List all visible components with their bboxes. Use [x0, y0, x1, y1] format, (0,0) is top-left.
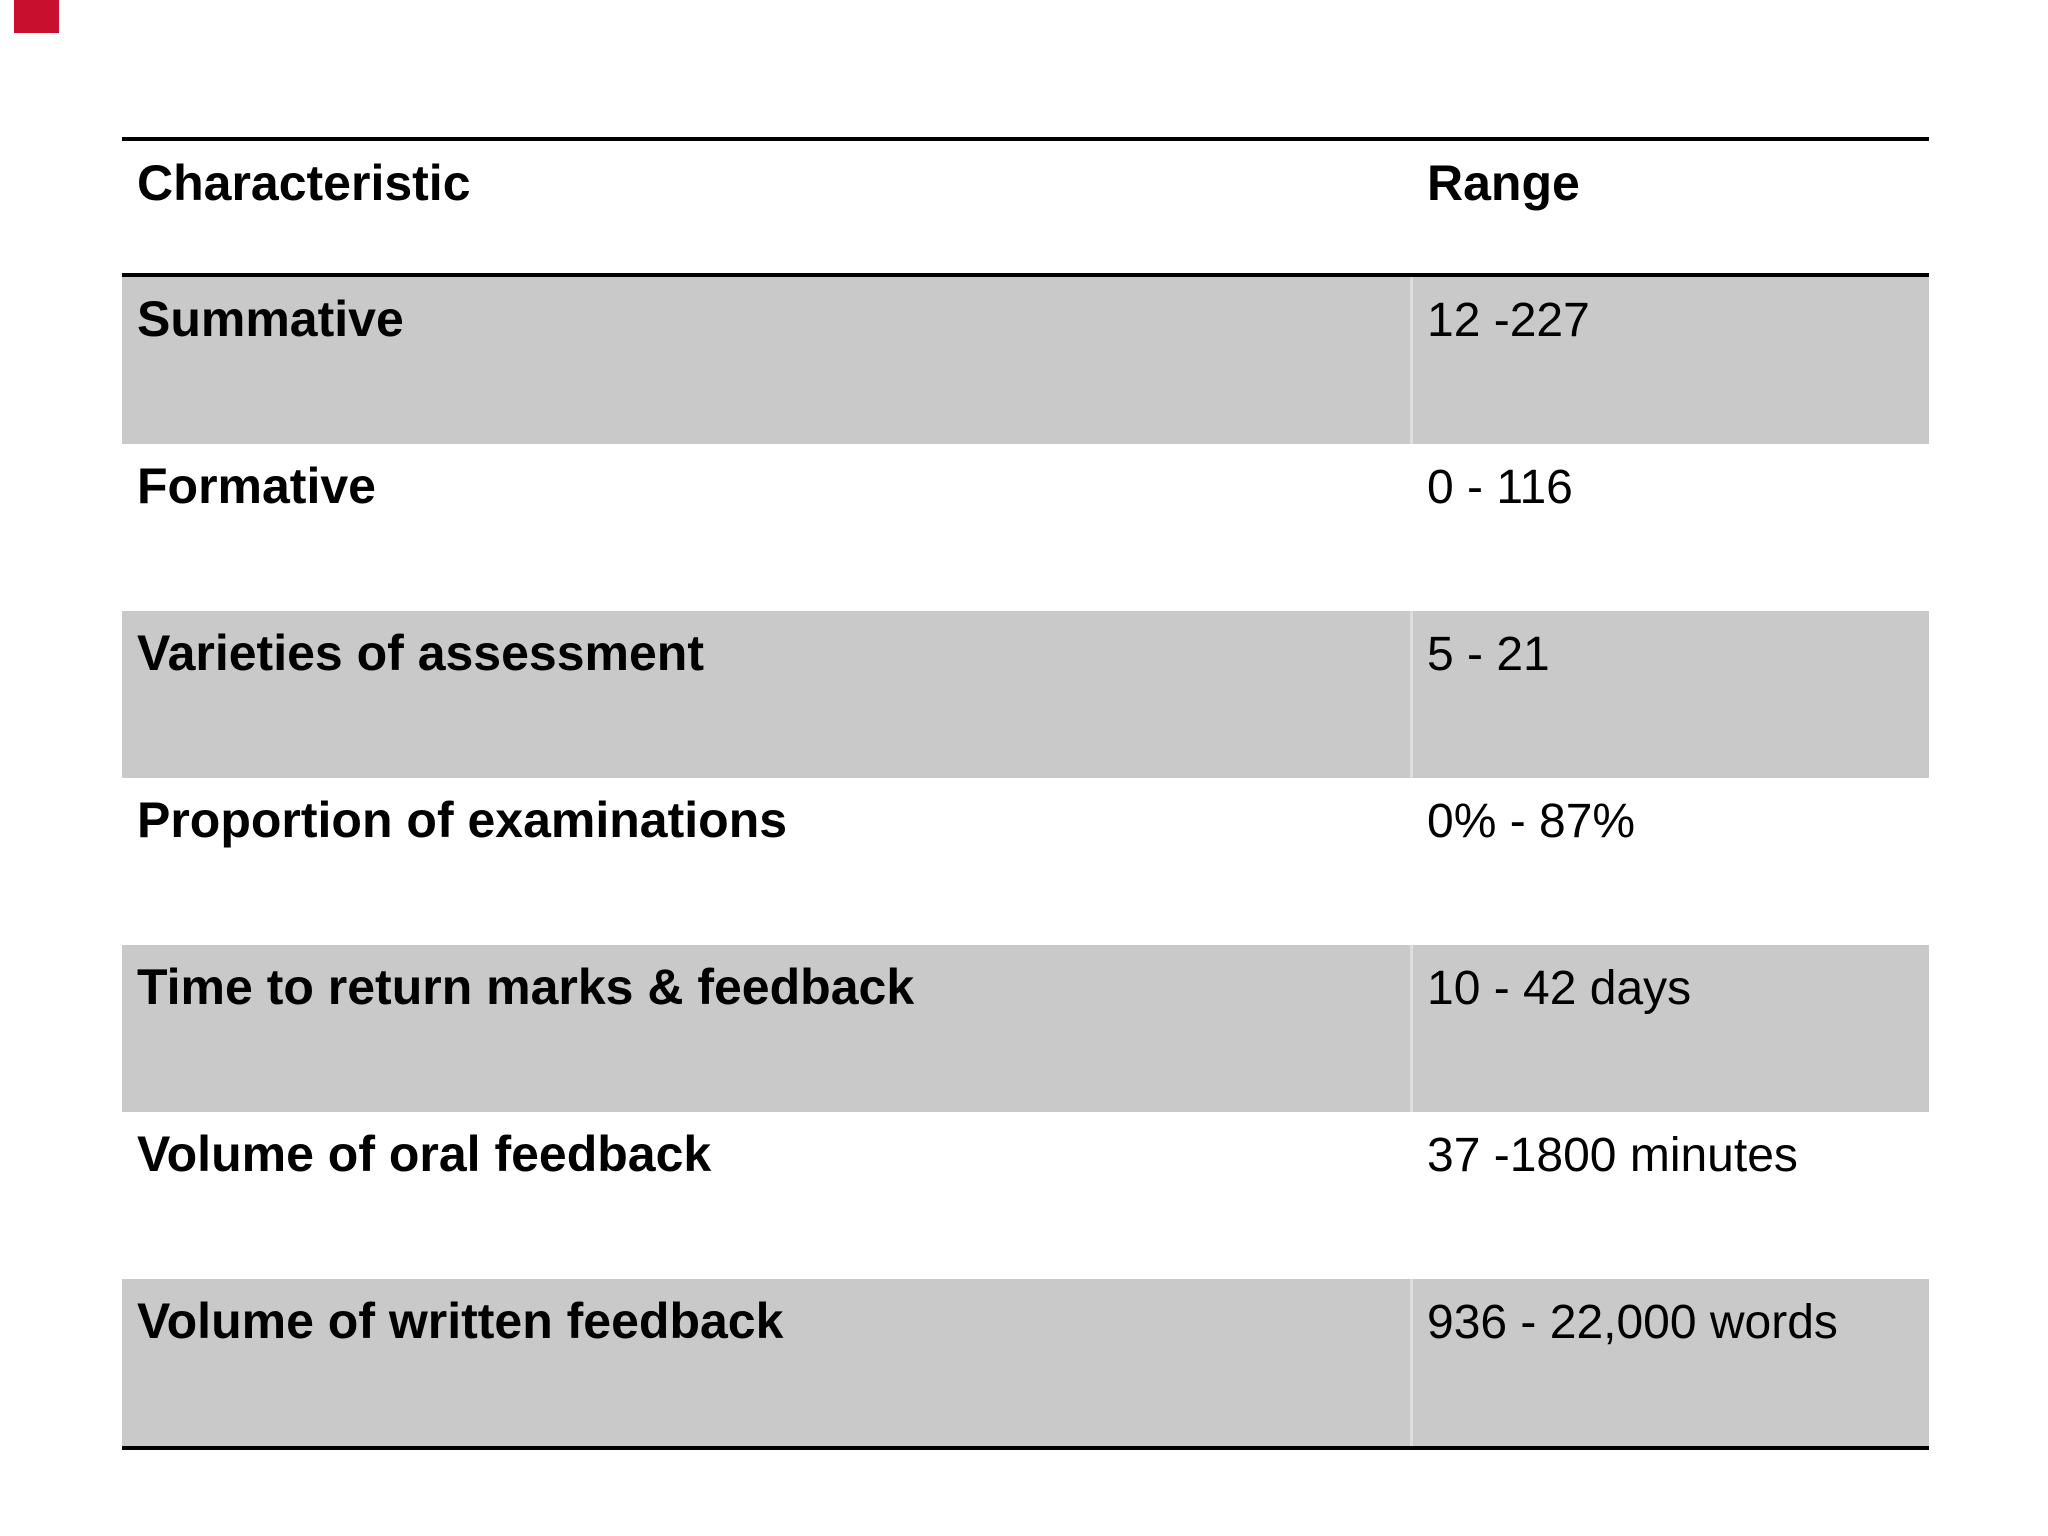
- characteristic-cell: Volume of oral feedback: [137, 1126, 712, 1182]
- table-top-border: [122, 137, 1929, 141]
- table-row-volume-of-written-feedback: Volume of written feedback 936 - 22,000 …: [122, 1279, 1929, 1446]
- range-cell: 936 - 22,000 words: [1410, 1279, 1929, 1446]
- column-header-characteristic: Characteristic: [137, 155, 471, 211]
- characteristic-cell: Time to return marks & feedback: [137, 959, 915, 1015]
- characteristic-cell: Volume of written feedback: [137, 1293, 784, 1349]
- range-cell: 10 - 42 days: [1410, 945, 1929, 1112]
- table-row-volume-of-oral-feedback: Volume of oral feedback 37 -1800 minutes: [122, 1112, 1929, 1279]
- table-bottom-border: [122, 1446, 1929, 1450]
- range-cell: 0% - 87%: [1427, 795, 1636, 848]
- range-cell: 37 -1800 minutes: [1427, 1129, 1798, 1182]
- characteristic-cell: Summative: [137, 291, 404, 347]
- characteristic-cell: Proportion of examinations: [137, 792, 788, 848]
- range-cell: 5 - 21: [1410, 611, 1929, 778]
- table-header-divider: [122, 273, 1929, 277]
- characteristic-cell: Varieties of assessment: [137, 625, 704, 681]
- table-row-time-to-return-marks-feedback: Time to return marks & feedback 10 - 42 …: [122, 945, 1929, 1112]
- table-header-row: Characteristic Range: [122, 141, 1929, 273]
- characteristic-cell: Formative: [137, 458, 376, 514]
- table-row-formative: Formative 0 - 116: [122, 444, 1929, 611]
- range-cell: 12 -227: [1410, 277, 1929, 444]
- range-cell: 0 - 116: [1427, 461, 1573, 514]
- table-row-proportion-of-examinations: Proportion of examinations 0% - 87%: [122, 778, 1929, 945]
- table-row-summative: Summative 12 -227: [122, 277, 1929, 444]
- table-row-varieties-of-assessment: Varieties of assessment 5 - 21: [122, 611, 1929, 778]
- column-header-range: Range: [1427, 155, 1580, 211]
- characteristics-range-table: Characteristic Range Summative 12 -227 F…: [122, 137, 1929, 1450]
- red-marker: [14, 0, 59, 33]
